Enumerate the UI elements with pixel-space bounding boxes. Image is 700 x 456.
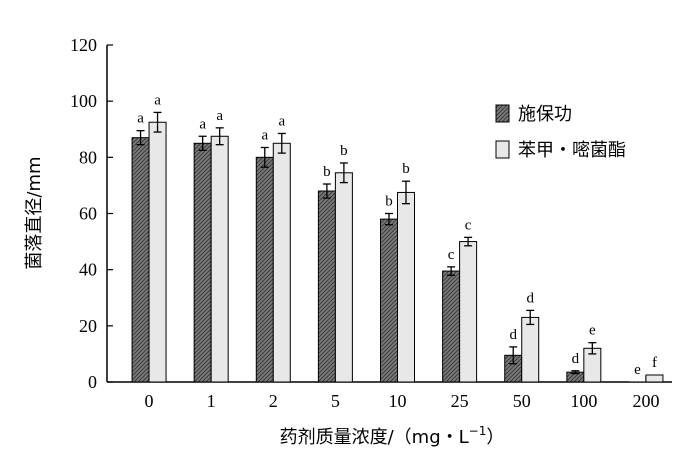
y-tick-label: 60 — [79, 204, 97, 224]
significance-label: a — [154, 92, 161, 108]
y-tick-label: 40 — [79, 260, 97, 280]
x-tick-label: 1 — [207, 391, 216, 411]
significance-label: b — [323, 164, 331, 180]
y-tick-label: 100 — [70, 91, 97, 111]
y-tick-label: 0 — [88, 372, 97, 392]
x-tick-label: 2 — [269, 391, 278, 411]
legend-swatch — [495, 140, 510, 159]
significance-label: b — [385, 194, 393, 210]
bar-series2 — [521, 316, 540, 383]
y-tick-label: 120 — [70, 35, 97, 55]
bar-series2 — [272, 142, 291, 383]
y-tick-label: 20 — [79, 316, 97, 336]
bar-series1 — [317, 190, 336, 383]
bar-series1 — [380, 218, 398, 383]
bars-group — [131, 111, 664, 383]
bar-series2 — [148, 121, 167, 383]
x-tick-label: 200 — [632, 391, 659, 411]
bar-series2 — [645, 374, 664, 383]
significance-label: b — [402, 161, 410, 177]
significance-label: a — [137, 111, 144, 127]
x-axis-title-close: ） — [486, 427, 504, 448]
x-axis-title: 药剂质量浓度/（mg・L−1） — [280, 424, 505, 448]
bar-series1 — [193, 142, 212, 383]
bar-series1 — [255, 156, 274, 383]
x-tick-label: 10 — [389, 391, 407, 411]
significance-label: a — [199, 116, 206, 132]
legend-label: 施保功 — [518, 104, 572, 125]
x-tick-label: 100 — [570, 391, 597, 411]
legend-swatch — [495, 104, 510, 123]
significance-label: e — [589, 323, 596, 339]
significance-label: d — [572, 351, 580, 367]
y-tick-label: 80 — [79, 147, 97, 167]
x-axis-title-main: 药剂质量浓度/（mg・L — [280, 427, 469, 448]
x-tick-label: 5 — [331, 391, 340, 411]
bar-series2 — [210, 135, 229, 383]
x-tick-label: 25 — [451, 391, 469, 411]
y-axis-title: 菌落直径/mm — [24, 156, 45, 269]
significance-label: d — [509, 327, 517, 343]
significance-label: e — [634, 362, 641, 378]
significance-label: a — [216, 108, 223, 124]
x-axis-title-sup: −1 — [469, 424, 487, 438]
x-tick-label: 0 — [145, 391, 154, 411]
bar-series2 — [334, 172, 353, 383]
bar-series2 — [459, 241, 478, 383]
bar-series1 — [628, 381, 646, 382]
bar-series1 — [131, 137, 150, 383]
bar-series2 — [397, 191, 415, 383]
significance-label: a — [261, 128, 268, 144]
x-tick-label: 50 — [513, 391, 531, 411]
legend-label: 苯甲・嘧菌酯 — [518, 140, 626, 161]
bar-series1 — [442, 270, 461, 383]
significance-label: a — [278, 113, 285, 129]
significance-label: c — [465, 217, 472, 233]
significance-label: b — [340, 143, 348, 159]
significance-label: d — [526, 290, 534, 306]
significance-label: c — [448, 247, 455, 263]
significance-label: f — [652, 355, 657, 371]
